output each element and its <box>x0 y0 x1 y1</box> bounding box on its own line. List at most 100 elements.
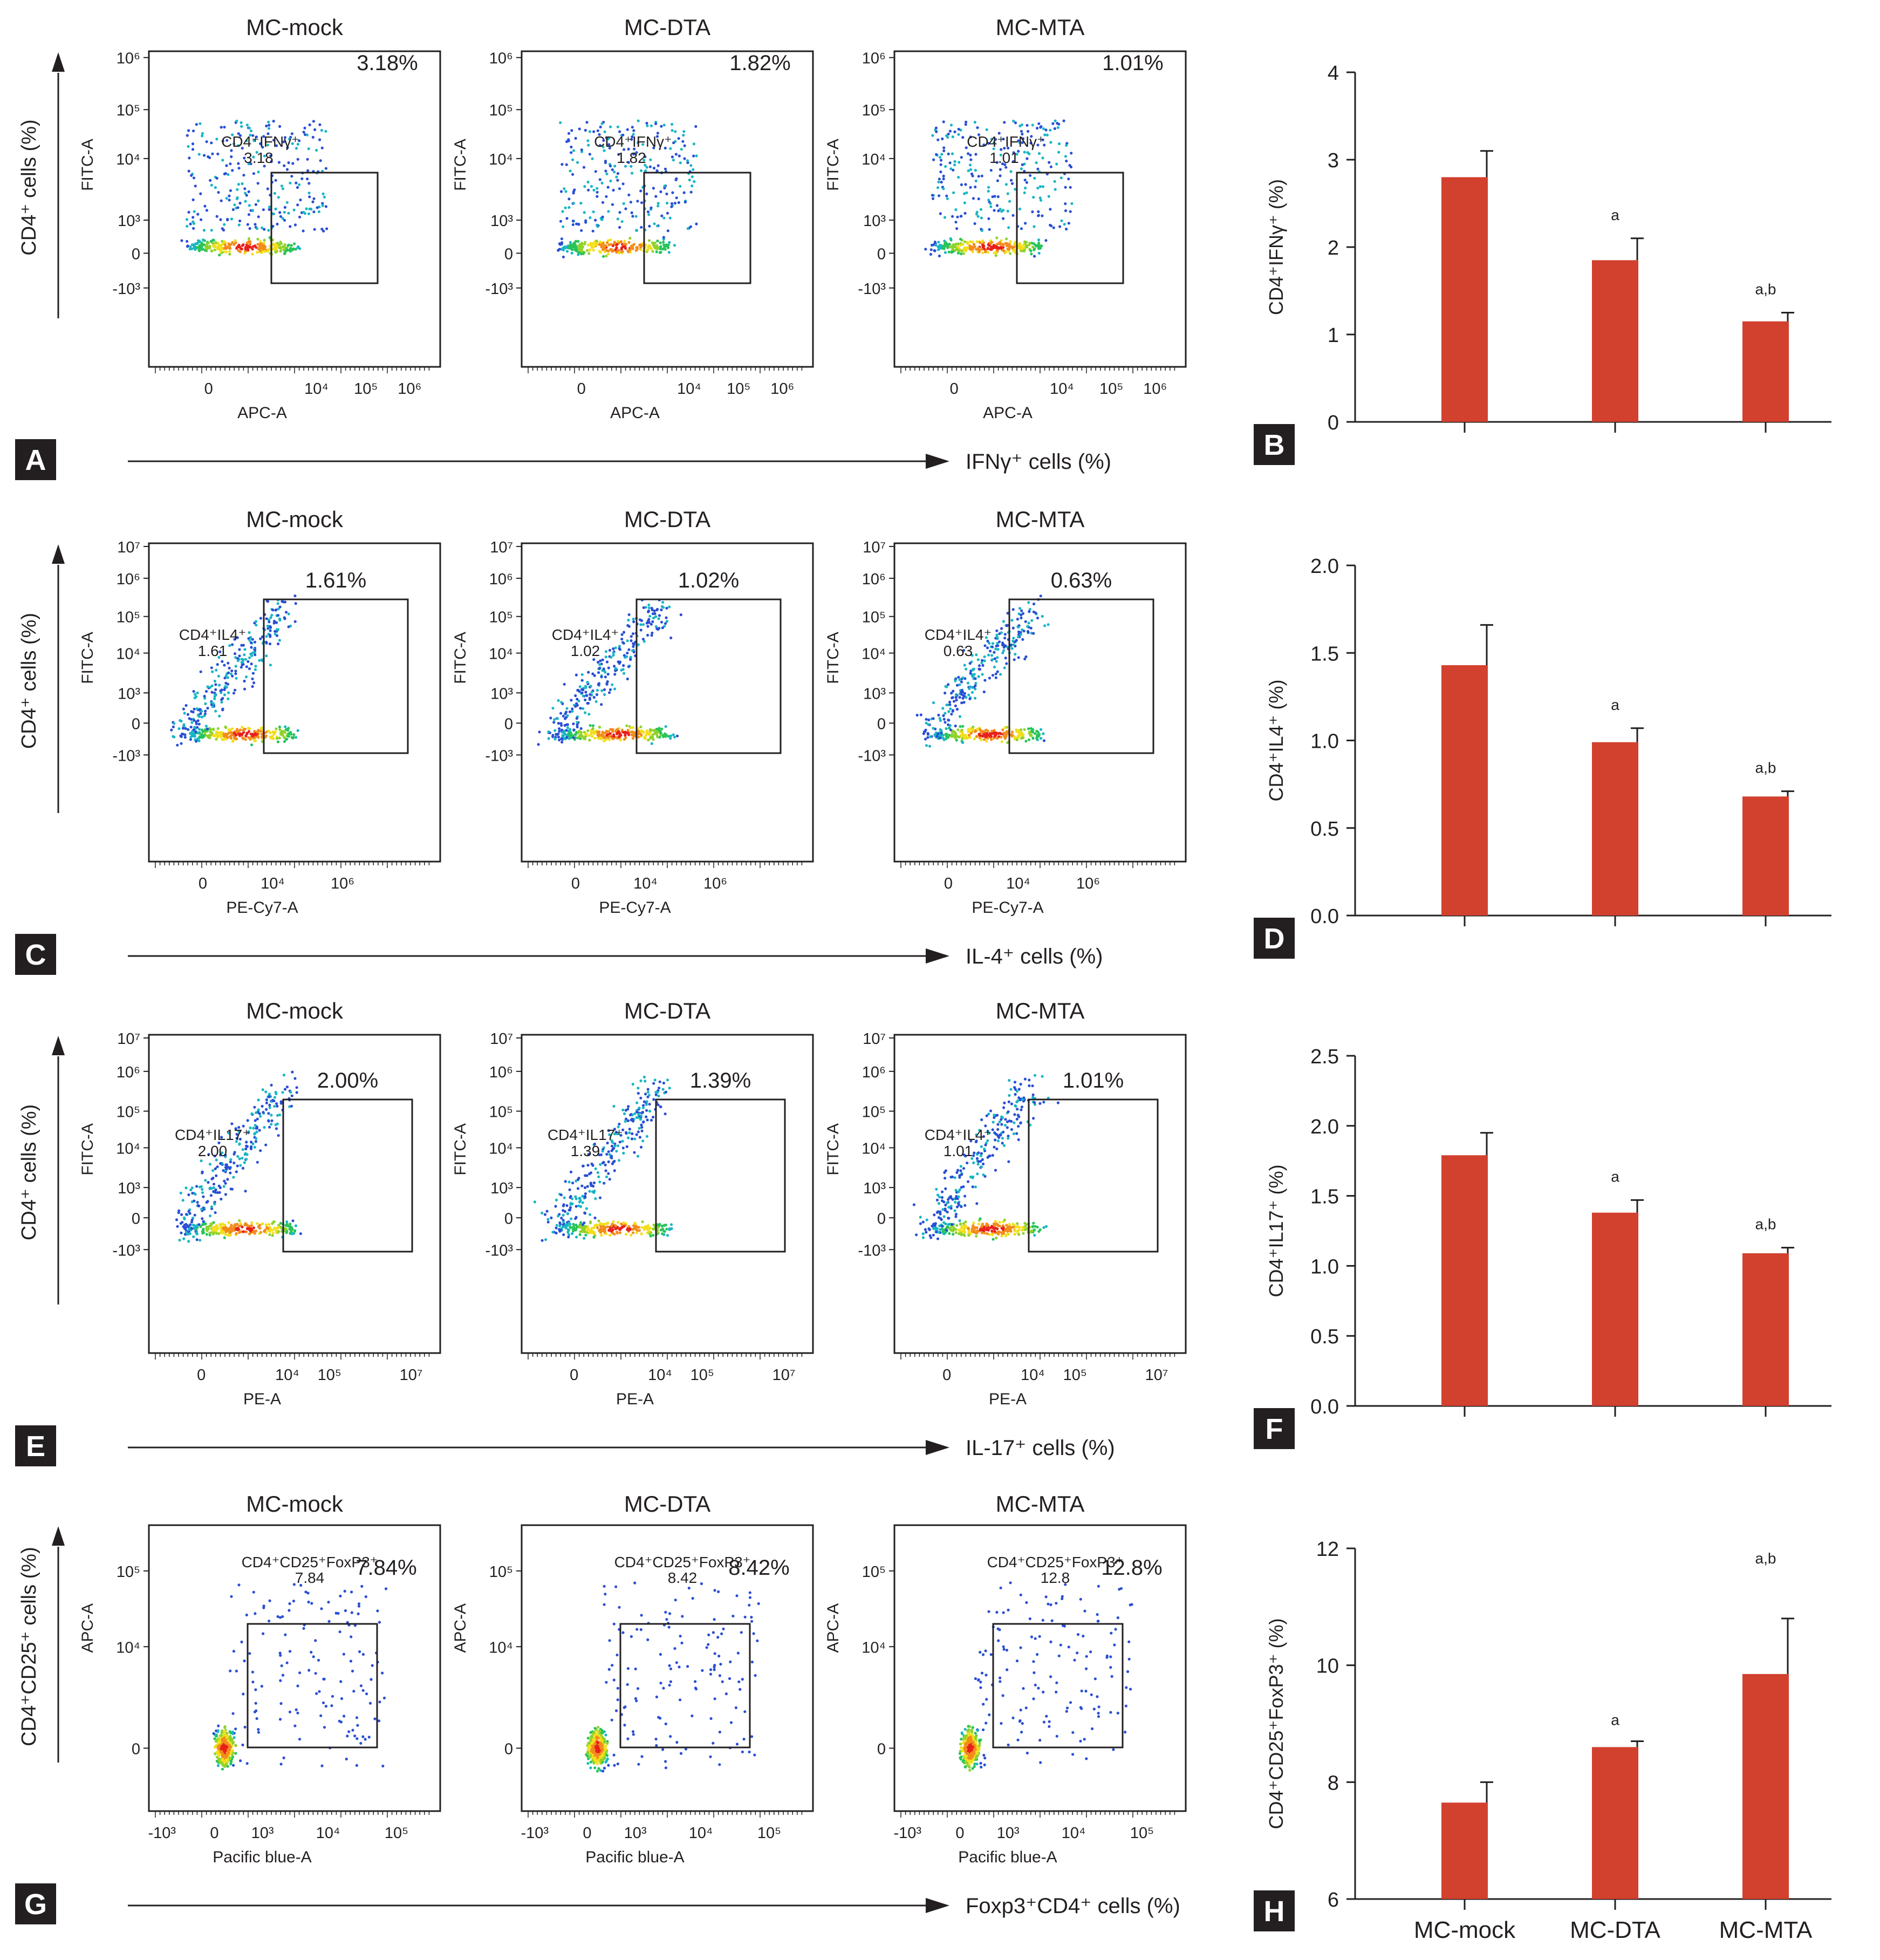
event-dot <box>193 707 196 711</box>
event-dot <box>249 162 252 166</box>
event-dot <box>175 1218 179 1221</box>
event-dot <box>571 158 575 161</box>
event-dot <box>237 1130 241 1133</box>
event-dot <box>1062 119 1065 122</box>
event-dot <box>994 647 997 651</box>
event-dot <box>220 1198 223 1201</box>
event-dot <box>214 688 217 691</box>
event-dot <box>1039 126 1042 129</box>
event-dot <box>210 1205 213 1208</box>
event-dot <box>652 1082 655 1085</box>
event-dot <box>224 241 227 244</box>
event-dot <box>283 164 286 167</box>
event-dot <box>208 1225 211 1228</box>
event-dot <box>592 245 596 248</box>
event-dot <box>639 189 642 193</box>
event-dot <box>246 247 249 250</box>
event-dot <box>306 158 309 161</box>
event-dot <box>220 701 223 704</box>
event-dot <box>580 1184 584 1187</box>
event-dot <box>235 730 238 734</box>
event-dot <box>606 241 609 244</box>
event-dot <box>268 620 271 624</box>
event-dot <box>233 652 237 655</box>
event-dot <box>265 1108 268 1111</box>
event-dot <box>605 734 609 737</box>
event-dot <box>679 185 682 188</box>
event-dot <box>664 1112 667 1116</box>
event-dot <box>631 172 634 175</box>
event-dot <box>638 1229 641 1232</box>
event-dot <box>573 733 577 736</box>
event-dot <box>311 200 315 203</box>
event-dot <box>203 204 207 208</box>
event-dot <box>963 736 966 740</box>
event-dot <box>976 240 979 243</box>
event-dot <box>193 726 196 729</box>
event-dot <box>192 129 195 133</box>
event-dot <box>951 244 954 247</box>
event-dot <box>253 1145 256 1149</box>
event-dot <box>237 1126 241 1129</box>
event-dot <box>948 703 952 706</box>
event-dot <box>642 1075 646 1078</box>
event-dot <box>604 1169 607 1172</box>
event-dot <box>262 241 265 245</box>
event-dot <box>580 148 583 152</box>
panel-letter-C: C <box>15 934 56 975</box>
event-dot <box>991 642 994 645</box>
event-dot <box>590 1231 593 1234</box>
event-dot <box>231 1227 235 1231</box>
event-dot <box>553 729 557 732</box>
y-channel-label: FITC-A <box>824 632 842 684</box>
event-dot <box>618 187 621 190</box>
event-dot <box>251 209 254 212</box>
event-dot <box>250 663 253 666</box>
event-dot <box>216 1191 219 1194</box>
event-dot <box>954 208 958 211</box>
event-dot <box>275 621 278 624</box>
event-dot <box>229 189 232 192</box>
event-dot <box>568 1208 572 1212</box>
event-dot <box>624 247 627 250</box>
event-dot <box>1056 126 1059 129</box>
event-dot <box>295 1086 298 1089</box>
plot-title: MC-MTA <box>996 998 1085 1023</box>
event-dot <box>974 677 977 680</box>
event-dot <box>645 1103 648 1106</box>
event-dot <box>256 1117 259 1121</box>
event-dot <box>638 618 641 622</box>
event-dot <box>201 1232 204 1235</box>
event-dot <box>251 734 254 737</box>
event-dot <box>272 212 275 216</box>
x-tick-label: 0 <box>197 1367 206 1384</box>
event-dot <box>600 122 604 125</box>
event-dot <box>954 679 957 682</box>
event-dot <box>571 707 574 711</box>
event-dot <box>207 1181 210 1184</box>
event-dot <box>549 716 552 720</box>
event-dot <box>269 626 272 629</box>
event-dot <box>686 161 689 165</box>
event-dot <box>1024 222 1027 225</box>
event-dot <box>591 1190 594 1193</box>
event-dot <box>283 243 286 247</box>
event-dot <box>1000 735 1003 739</box>
event-dot <box>576 723 579 726</box>
event-dot <box>644 169 647 173</box>
event-dot <box>642 159 646 162</box>
event-dot <box>579 202 583 205</box>
event-dot <box>277 1134 280 1137</box>
event-dot <box>1031 124 1034 127</box>
event-dot <box>614 1224 617 1227</box>
y-tick-label: 10⁶ <box>489 571 513 588</box>
event-dot <box>996 737 999 740</box>
event-dot <box>987 243 990 247</box>
event-dot <box>618 1231 622 1234</box>
event-dot <box>1018 242 1021 245</box>
event-dot <box>988 641 991 645</box>
event-dot <box>575 1215 578 1219</box>
event-dot <box>1011 626 1015 630</box>
event-dot <box>660 214 664 217</box>
